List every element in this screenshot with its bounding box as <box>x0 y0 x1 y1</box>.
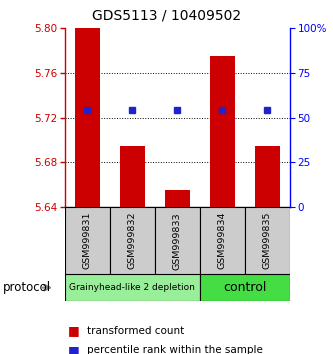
Text: Grainyhead-like 2 depletion: Grainyhead-like 2 depletion <box>69 283 195 292</box>
Text: transformed count: transformed count <box>87 326 184 336</box>
Bar <box>65 207 110 274</box>
Bar <box>65 274 200 301</box>
Text: GSM999834: GSM999834 <box>218 212 227 269</box>
Text: GSM999833: GSM999833 <box>173 212 182 269</box>
Text: GDS5113 / 10409502: GDS5113 / 10409502 <box>92 9 241 23</box>
Text: control: control <box>223 281 266 294</box>
Text: protocol: protocol <box>3 281 52 294</box>
Bar <box>200 274 290 301</box>
Text: percentile rank within the sample: percentile rank within the sample <box>87 346 262 354</box>
Bar <box>210 56 235 207</box>
Bar <box>245 207 290 274</box>
Bar <box>110 207 155 274</box>
Text: GSM999831: GSM999831 <box>83 212 92 269</box>
Text: GSM999832: GSM999832 <box>128 212 137 269</box>
Bar <box>200 207 245 274</box>
Text: ■: ■ <box>68 325 80 337</box>
Bar <box>75 28 100 207</box>
Bar <box>165 190 190 207</box>
Text: GSM999835: GSM999835 <box>263 212 272 269</box>
Bar <box>255 145 280 207</box>
Bar <box>120 145 145 207</box>
Bar <box>155 207 200 274</box>
Text: ■: ■ <box>68 344 80 354</box>
